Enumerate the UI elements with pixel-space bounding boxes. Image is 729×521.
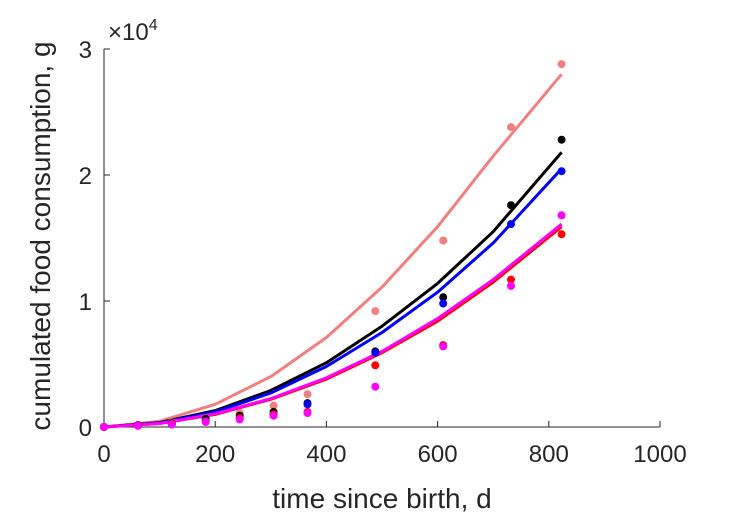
y-tick-label: 3 — [79, 37, 92, 64]
data-point — [439, 299, 448, 308]
data-point — [507, 201, 515, 210]
data-point — [303, 390, 312, 399]
y-exponent: ×104 — [108, 17, 158, 46]
data-point — [303, 400, 312, 409]
y-tick-label: 0 — [79, 415, 92, 442]
data-point — [439, 236, 448, 245]
data-point — [133, 421, 142, 430]
data-point — [371, 382, 380, 391]
x-tick-label: 600 — [418, 441, 458, 468]
data-point — [167, 420, 176, 429]
data-point — [557, 60, 566, 69]
fit-curve-0 — [103, 73, 563, 429]
data-point — [201, 418, 210, 426]
x-tick-label: 1000 — [633, 441, 686, 468]
y-axis-label: cumulated food consumption, g — [25, 41, 56, 430]
data-point — [371, 307, 380, 316]
data-point — [439, 342, 448, 351]
fit-curve-4 — [103, 222, 563, 429]
x-axis-label: time since birth, d — [272, 483, 491, 514]
x-tick-label: 200 — [195, 441, 235, 468]
fit-curve-1 — [103, 151, 563, 429]
fit-curves — [103, 73, 563, 429]
x-tick-label: 0 — [97, 441, 110, 468]
x-ticks: 0 200 400 600 800 1000 — [97, 421, 687, 468]
data-point — [507, 281, 515, 290]
x-tick-label: 400 — [306, 441, 346, 468]
data-points — [100, 60, 566, 431]
data-point — [269, 401, 278, 410]
data-point — [507, 123, 515, 132]
data-point — [235, 415, 244, 424]
data-point — [507, 220, 515, 229]
data-point — [269, 411, 278, 420]
fit-curve-2 — [103, 167, 563, 429]
data-point — [557, 167, 566, 176]
data-point — [371, 348, 380, 357]
data-point — [371, 361, 380, 370]
data-point — [439, 293, 448, 302]
y-tick-label: 2 — [79, 163, 92, 190]
data-point — [557, 230, 566, 239]
x-tick-label: 800 — [529, 441, 569, 468]
fit-curve-3 — [103, 225, 563, 429]
data-point — [100, 423, 108, 431]
data-point — [303, 409, 312, 418]
axes — [103, 49, 660, 428]
y-tick-label: 1 — [79, 289, 92, 316]
data-point — [557, 135, 566, 144]
y-ticks: 0 1 2 3 — [79, 37, 110, 442]
data-point — [557, 211, 566, 220]
data-point — [507, 275, 515, 284]
